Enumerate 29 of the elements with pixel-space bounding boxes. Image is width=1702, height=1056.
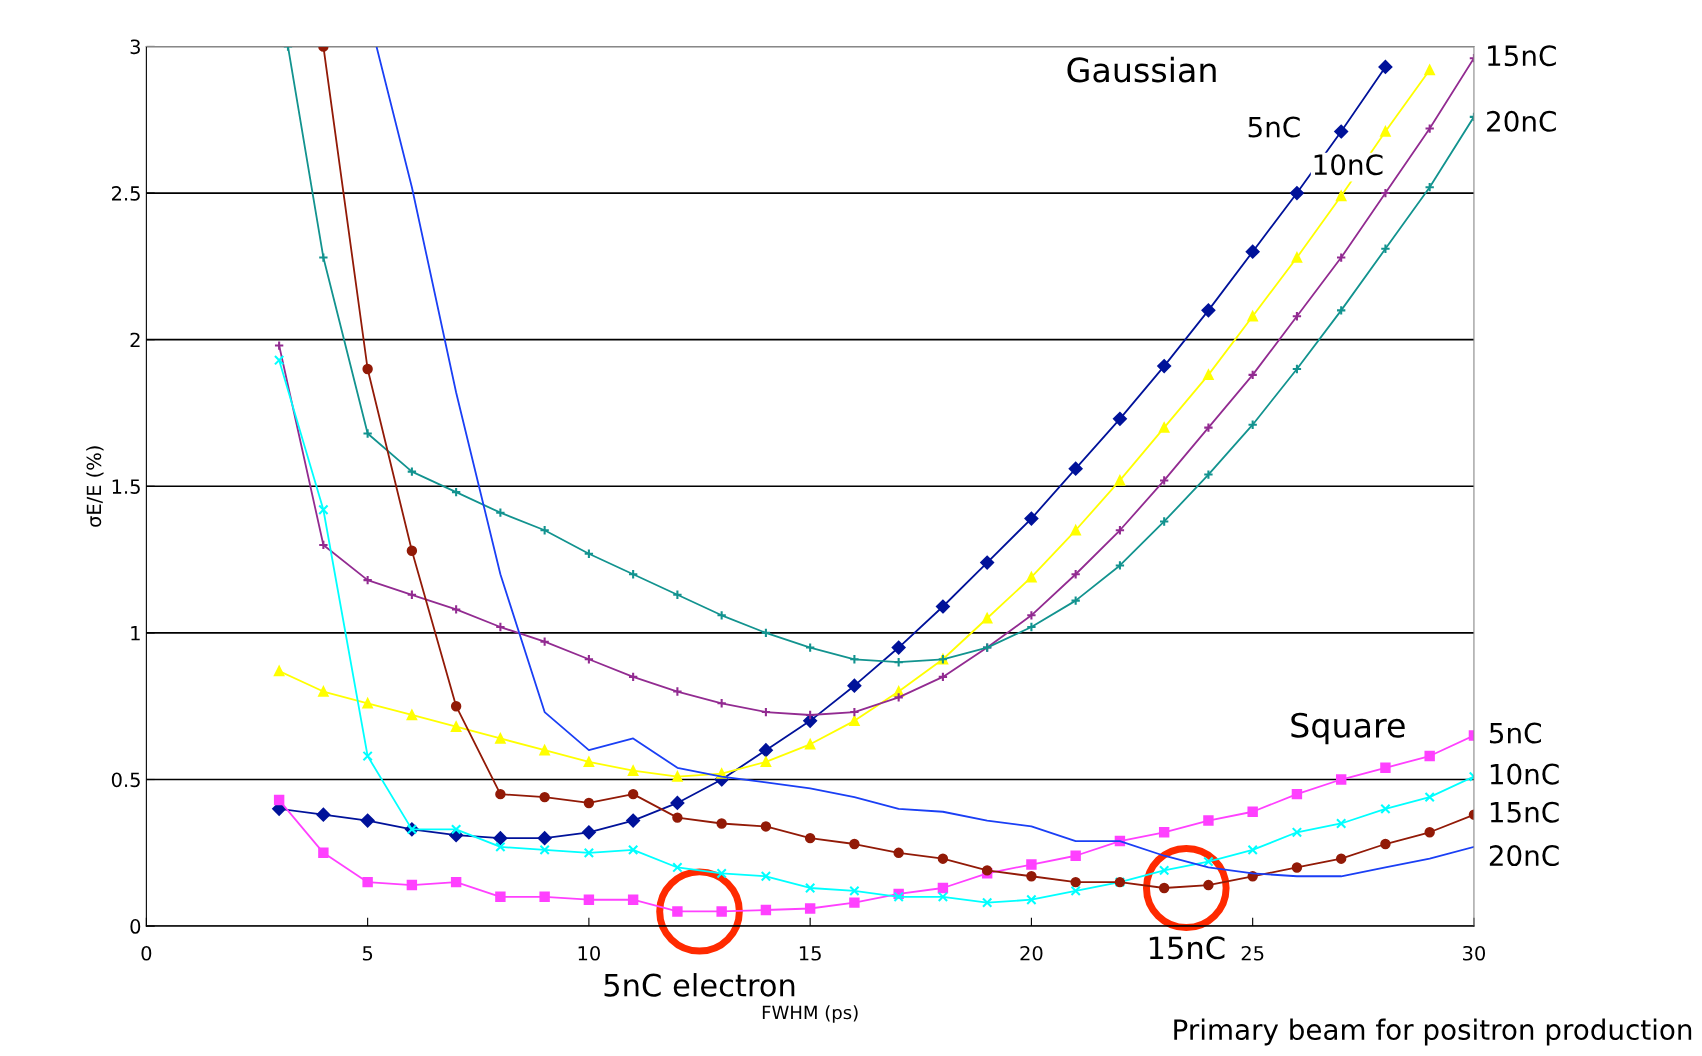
y-tick-label: 1.5 [112, 479, 140, 494]
y-tick-label: 0.5 [111, 772, 140, 788]
x-tick-label: 30 [1463, 945, 1486, 961]
series-label: 15nC [1488, 45, 1556, 67]
y-tick-label: 2.5 [112, 186, 140, 201]
series-label: 5nC [1489, 722, 1541, 744]
y-tick-label: 1 [131, 626, 140, 641]
annotation: 15nC [1149, 936, 1225, 960]
x-tick-label: 25 [1241, 945, 1264, 961]
y-tick-label: 0 [130, 919, 141, 934]
series-label: 10nC [1314, 154, 1383, 176]
annotation: 5nC electron [604, 973, 795, 997]
series-label: 10nC [1490, 763, 1559, 785]
x-axis-title: FWHM (ps) [762, 1005, 858, 1023]
x-tick-label: 10 [578, 945, 600, 961]
series-label: 20nC [1487, 110, 1556, 132]
series-label: 5nC [1248, 116, 1300, 138]
annotation: Gaussian [1067, 56, 1216, 83]
x-tick-label: 20 [1020, 945, 1043, 961]
x-tick-label: 5 [362, 946, 373, 961]
annotation: Square [1291, 712, 1405, 745]
x-tick-label: 15 [799, 946, 821, 961]
y-axis-title: σE/E (%) [86, 446, 104, 527]
series-label: 15nC [1490, 801, 1559, 823]
y-tick-label: 3 [130, 39, 140, 55]
series-label: 20nC [1489, 845, 1559, 867]
x-tick-label: 0 [141, 945, 152, 961]
text: Primary beam for positron production [1174, 1018, 1692, 1046]
y-tick-label: 2 [130, 332, 140, 348]
